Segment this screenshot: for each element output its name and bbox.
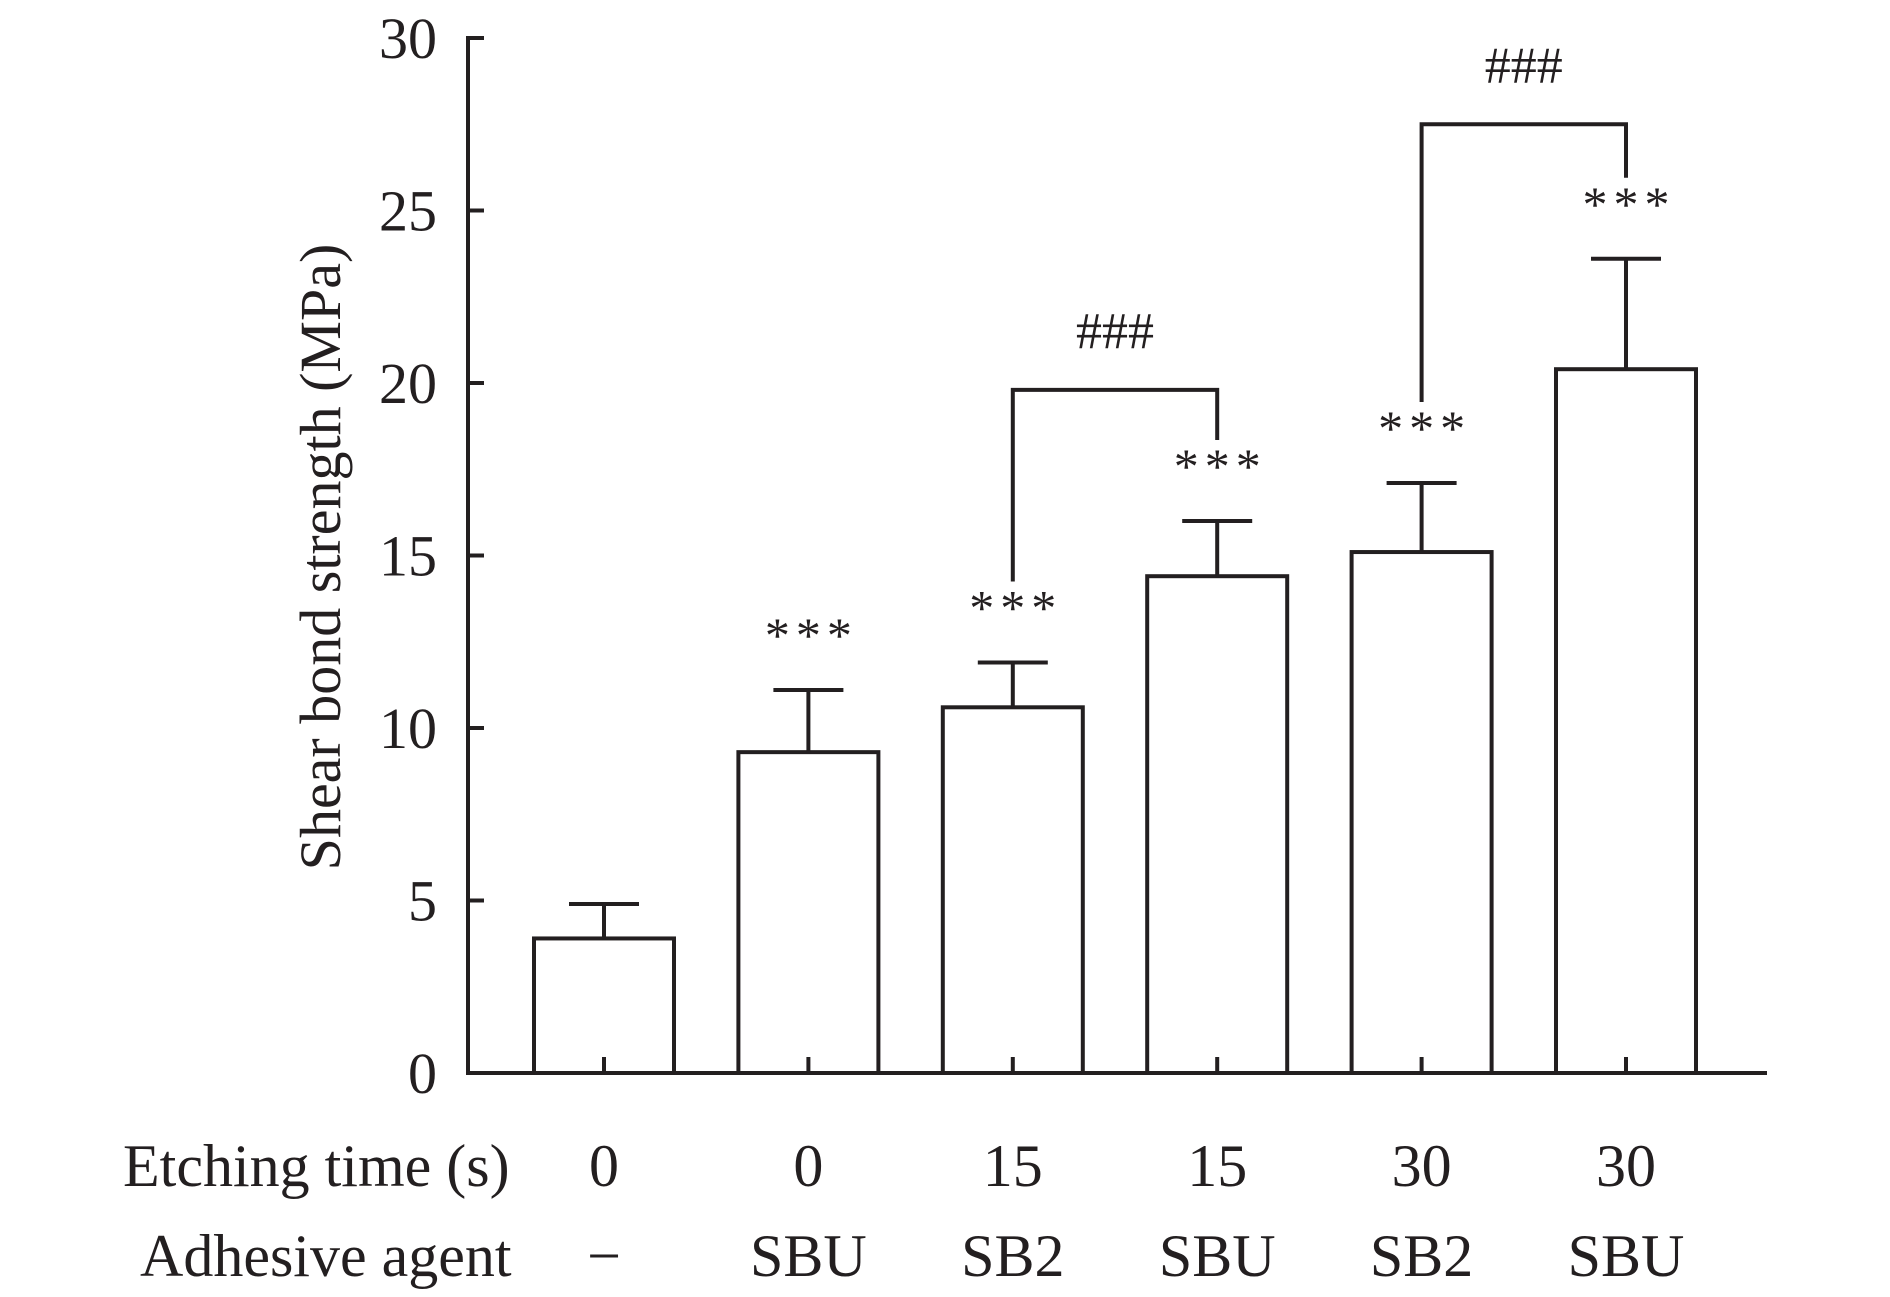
etching-time-label: 30 bbox=[1392, 1133, 1452, 1199]
comparison-bracket bbox=[1010, 387, 1220, 582]
y-tick-label: 10 bbox=[379, 696, 437, 761]
bar bbox=[1145, 574, 1290, 1075]
bar bbox=[532, 936, 676, 1076]
row-title-etching-time: Etching time (s) bbox=[123, 1133, 510, 1199]
etching-time-label: 15 bbox=[1187, 1133, 1247, 1199]
y-tick-label: 20 bbox=[379, 351, 437, 416]
x-axis bbox=[466, 1057, 1767, 1075]
etching-time-label: 0 bbox=[793, 1133, 823, 1199]
adhesive-agent-label: SBU bbox=[1159, 1223, 1276, 1289]
etching-time-label: 0 bbox=[589, 1133, 619, 1199]
row-title-adhesive-agent: Adhesive agent bbox=[140, 1223, 512, 1289]
bars bbox=[532, 367, 1698, 1076]
y-tick-label: 25 bbox=[379, 179, 437, 244]
category-labels: 0 − 0 SBU 15 SB2 15 SBU 30 SB2 30 SBU bbox=[587, 1133, 1684, 1289]
y-tick-label: 30 bbox=[379, 6, 437, 71]
bar bbox=[1554, 367, 1698, 1075]
comparison-bracket bbox=[1419, 122, 1628, 403]
adhesive-agent-label: SBU bbox=[750, 1223, 867, 1289]
etching-time-label: 30 bbox=[1596, 1133, 1656, 1199]
bar bbox=[940, 705, 1085, 1075]
significance-label: *** bbox=[765, 607, 858, 663]
comparison-label: ### bbox=[1076, 303, 1154, 360]
significance-label: *** bbox=[969, 579, 1062, 635]
bar bbox=[1349, 550, 1494, 1075]
adhesive-agent-label: SBU bbox=[1568, 1223, 1685, 1289]
y-tick-label: 0 bbox=[408, 1041, 437, 1106]
significance-label: *** bbox=[1378, 400, 1471, 456]
comparison-label: ### bbox=[1485, 37, 1563, 94]
etching-time-label: 15 bbox=[983, 1133, 1043, 1199]
adhesive-agent-label: SB2 bbox=[1370, 1223, 1473, 1289]
y-tick-label: 15 bbox=[379, 524, 437, 589]
significance-label: *** bbox=[1583, 176, 1676, 232]
significance-label: *** bbox=[1174, 438, 1267, 494]
error-bars bbox=[569, 256, 1661, 939]
adhesive-agent-label: SB2 bbox=[961, 1223, 1064, 1289]
comparison-brackets: ### ### bbox=[1010, 37, 1628, 582]
adhesive-agent-label: − bbox=[587, 1223, 621, 1289]
significance-markers: *** *** *** *** *** bbox=[765, 176, 1676, 663]
y-tick-label: 5 bbox=[408, 869, 437, 934]
y-axis-title: Shear bond strength (MPa) bbox=[288, 244, 353, 871]
y-axis: 0 5 10 15 20 25 30 bbox=[379, 6, 484, 1106]
bar bbox=[736, 750, 881, 1076]
